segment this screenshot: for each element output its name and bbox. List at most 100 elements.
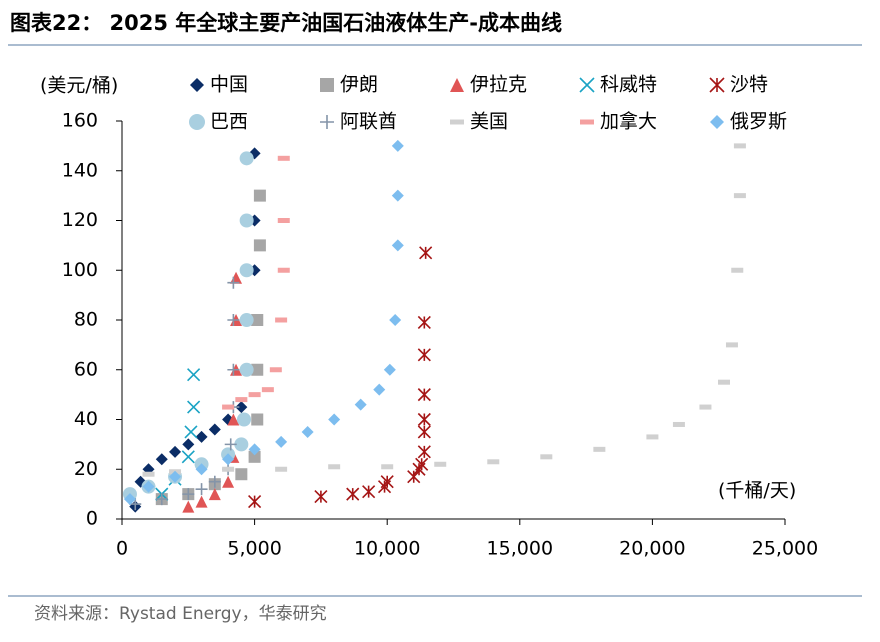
point xyxy=(248,392,261,398)
point xyxy=(314,490,328,504)
point xyxy=(253,189,266,202)
point xyxy=(277,155,290,161)
y-tick-label: 60 xyxy=(74,358,98,380)
point xyxy=(417,348,431,362)
y-tick-label: 40 xyxy=(74,408,98,430)
legend-symbol xyxy=(190,78,204,92)
y-tick-label: 120 xyxy=(62,209,98,231)
point xyxy=(142,471,155,477)
legend-label: 伊拉克 xyxy=(470,74,527,96)
point xyxy=(239,213,254,228)
point xyxy=(187,368,201,382)
point xyxy=(389,314,402,326)
source: 资料来源：Rystad Energy，华泰研究 xyxy=(34,604,327,624)
point xyxy=(208,488,221,501)
x-axis-label: (千桶/天) xyxy=(718,480,796,502)
legend-label: 美国 xyxy=(470,111,508,133)
point xyxy=(417,425,431,439)
x-tick-label: 15,000 xyxy=(487,538,553,560)
y-axis-label: (美元/桶) xyxy=(40,75,118,97)
point xyxy=(235,401,248,414)
y-tick-label: 140 xyxy=(62,159,98,181)
point xyxy=(184,425,198,439)
point xyxy=(699,404,712,410)
point xyxy=(222,466,235,472)
point xyxy=(181,450,195,464)
point xyxy=(195,495,208,508)
x-tick-label: 20,000 xyxy=(619,538,685,560)
point xyxy=(239,313,254,327)
point xyxy=(540,454,553,460)
legend-label: 科威特 xyxy=(600,74,657,96)
point xyxy=(251,413,264,426)
point xyxy=(227,363,240,376)
y-tick-label: 160 xyxy=(62,110,98,132)
legend-symbol xyxy=(320,115,334,129)
x-tick-label: 0 xyxy=(116,538,128,560)
point xyxy=(187,400,201,414)
legend-symbol xyxy=(189,114,205,130)
point xyxy=(227,314,240,326)
point xyxy=(248,450,261,463)
point xyxy=(155,493,168,506)
point xyxy=(129,498,142,511)
point xyxy=(354,398,367,411)
point xyxy=(182,488,195,501)
y-tick-label: 0 xyxy=(86,508,98,530)
point xyxy=(182,438,195,451)
point xyxy=(391,139,404,152)
point xyxy=(407,470,421,484)
point xyxy=(235,468,248,481)
point xyxy=(195,483,208,496)
point xyxy=(718,379,731,385)
point xyxy=(593,446,606,452)
point xyxy=(195,430,208,443)
point xyxy=(208,475,221,488)
point xyxy=(239,263,254,278)
point xyxy=(222,453,235,466)
point xyxy=(261,387,274,393)
point xyxy=(275,466,288,472)
point xyxy=(417,445,431,459)
chart-title: 图表22： 2025 年全球主要产油国石油液体生产-成本曲线 xyxy=(10,11,562,35)
point xyxy=(248,495,262,509)
point xyxy=(123,493,136,506)
legend-label: 沙特 xyxy=(730,74,768,96)
point xyxy=(733,143,746,149)
point xyxy=(227,276,240,289)
point xyxy=(346,487,360,501)
point xyxy=(224,438,237,451)
point xyxy=(672,421,685,427)
point xyxy=(725,342,738,348)
point xyxy=(142,480,155,493)
legend-label: 中国 xyxy=(210,74,248,96)
point xyxy=(251,363,264,376)
point xyxy=(235,397,248,403)
point xyxy=(155,453,168,466)
point xyxy=(275,435,288,448)
point xyxy=(417,412,431,427)
point xyxy=(222,475,235,488)
point xyxy=(391,189,404,202)
y-tick-label: 20 xyxy=(74,458,98,480)
point xyxy=(277,218,290,223)
point xyxy=(434,461,447,467)
point xyxy=(417,388,431,402)
legend-label: 俄罗斯 xyxy=(730,111,787,133)
point xyxy=(646,434,659,440)
legend-symbol xyxy=(709,77,725,93)
point xyxy=(328,413,341,426)
legend-label: 伊朗 xyxy=(340,74,378,96)
point xyxy=(417,315,431,330)
point xyxy=(373,383,386,396)
point xyxy=(328,464,341,470)
point xyxy=(275,317,288,323)
legend-symbol xyxy=(710,115,724,129)
point xyxy=(182,500,195,513)
legend-symbol xyxy=(580,119,594,125)
point xyxy=(236,412,251,427)
legend-symbol xyxy=(450,119,464,125)
point xyxy=(301,425,314,438)
legend-label: 加拿大 xyxy=(600,110,657,133)
